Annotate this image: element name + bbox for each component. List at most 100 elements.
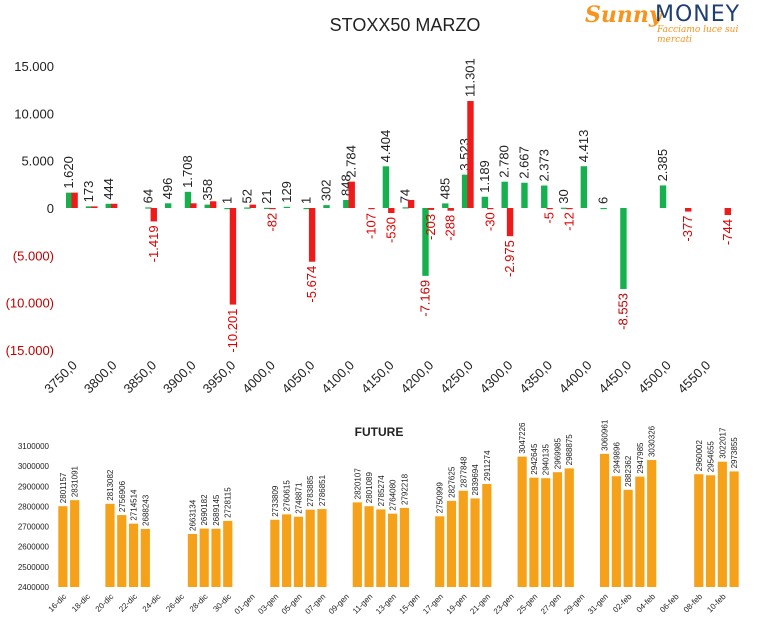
x-tick-label: 13-gen bbox=[374, 592, 398, 616]
x-tick-label: 20-dic bbox=[94, 592, 116, 614]
bar bbox=[105, 503, 115, 587]
data-label: 2.385 bbox=[655, 149, 670, 182]
bar bbox=[724, 208, 731, 216]
y-tick-label: 10.000 bbox=[14, 106, 54, 121]
data-label: -10.201 bbox=[225, 309, 240, 353]
bar bbox=[282, 514, 292, 587]
x-tick-label: 19-gen bbox=[445, 592, 469, 616]
data-label: 485 bbox=[437, 178, 452, 200]
bar bbox=[435, 516, 445, 587]
data-label: 2947985 bbox=[636, 442, 645, 474]
bar bbox=[705, 475, 716, 587]
bar bbox=[566, 208, 573, 210]
x-tick-label: 26-dic bbox=[164, 592, 186, 614]
bar bbox=[283, 206, 291, 208]
data-label: 2877848 bbox=[459, 456, 468, 488]
data-label: 2748871 bbox=[294, 482, 303, 514]
sunny-money-logo: Sunny MONEY Facciamo luce sui mercati bbox=[585, 2, 770, 45]
data-label: 2.667 bbox=[516, 146, 531, 179]
bar bbox=[458, 490, 468, 587]
data-label: 4.404 bbox=[378, 130, 393, 163]
bar bbox=[211, 528, 221, 587]
x-tick-label: 24-dic bbox=[141, 592, 163, 614]
future-chart: FUTURE 2400000 2500000 2600000 2700000 280000… bbox=[18, 419, 739, 616]
data-label: 2786851 bbox=[318, 474, 327, 506]
x-tick-label: 30-dic bbox=[211, 592, 233, 614]
bar bbox=[184, 191, 192, 208]
bar bbox=[368, 208, 375, 210]
bar bbox=[145, 207, 152, 209]
data-label: -8.553 bbox=[615, 293, 630, 330]
data-label: -5 bbox=[542, 212, 557, 224]
bar bbox=[150, 208, 157, 222]
x-tick-label: 02-feb bbox=[611, 592, 634, 615]
data-label: -7.169 bbox=[417, 280, 432, 317]
y-tick-label: 0 bbox=[47, 201, 54, 216]
bar bbox=[447, 208, 454, 211]
data-label: -530 bbox=[383, 217, 398, 243]
bar bbox=[376, 509, 386, 587]
bar bbox=[105, 203, 112, 208]
bar bbox=[599, 453, 610, 587]
data-label: 2954655 bbox=[707, 441, 716, 473]
data-label: 2949896 bbox=[612, 442, 621, 474]
bar bbox=[546, 208, 553, 210]
x-tick-label: 04-feb bbox=[635, 592, 658, 615]
data-label: 2.780 bbox=[497, 145, 512, 178]
x-tick-label: 3750,0 bbox=[41, 358, 80, 397]
data-label: 173 bbox=[81, 181, 96, 203]
bar bbox=[244, 207, 251, 209]
bar bbox=[427, 208, 435, 210]
bar bbox=[117, 515, 127, 587]
data-label: 2756906 bbox=[118, 480, 127, 512]
bar bbox=[270, 519, 280, 587]
bar bbox=[70, 500, 80, 587]
x-tick-label: 18-dic bbox=[70, 592, 92, 614]
bar bbox=[620, 208, 627, 289]
bar bbox=[187, 533, 198, 587]
data-label: 496 bbox=[160, 178, 175, 200]
y-tick-label: (5.000) bbox=[13, 248, 54, 263]
x-tick-label: 15-gen bbox=[398, 592, 422, 616]
y-tick-label: 2700000 bbox=[18, 523, 50, 532]
x-tick-label: 03-gen bbox=[256, 592, 280, 616]
bar bbox=[128, 523, 139, 587]
y-tick-label: (10.000) bbox=[6, 296, 54, 311]
x-tick-label: 4400,0 bbox=[556, 358, 595, 397]
data-label: 2792218 bbox=[400, 473, 409, 505]
y-tick-label: 3100000 bbox=[18, 442, 50, 451]
bar bbox=[388, 513, 398, 587]
bar bbox=[470, 498, 480, 587]
bar bbox=[717, 461, 727, 587]
x-tick-label: 4200,0 bbox=[398, 358, 437, 397]
bar bbox=[364, 506, 374, 587]
bar bbox=[541, 478, 551, 587]
x-tick-label: 21-gen bbox=[468, 592, 492, 616]
x-tick-label: 3850,0 bbox=[120, 358, 159, 397]
data-label: 2689145 bbox=[212, 494, 221, 526]
bar bbox=[249, 204, 256, 208]
x-tick-label: 4300,0 bbox=[477, 358, 516, 397]
bar bbox=[110, 203, 118, 208]
data-label: 2911274 bbox=[483, 450, 492, 481]
bar bbox=[623, 489, 633, 587]
bar bbox=[199, 528, 209, 587]
bar bbox=[552, 472, 563, 587]
data-label: 2827625 bbox=[447, 466, 456, 498]
chart-title: STOXX50 MARZO bbox=[330, 15, 481, 35]
bar bbox=[402, 207, 409, 209]
logo-tagline: Facciamo luce sui mercati bbox=[657, 25, 739, 45]
data-label: -107 bbox=[364, 213, 379, 239]
data-label: 1.620 bbox=[61, 156, 76, 189]
bar bbox=[442, 203, 449, 208]
data-label: 52 bbox=[239, 189, 254, 203]
bar bbox=[71, 192, 78, 208]
bar bbox=[564, 468, 574, 587]
bar bbox=[305, 509, 315, 587]
data-label: 2988875 bbox=[565, 434, 574, 466]
data-label: 11.301 bbox=[462, 58, 477, 97]
x-tick-label: 10-feb bbox=[705, 592, 728, 615]
x-tick-label: 16-dic bbox=[47, 592, 69, 614]
x-tick-label: 29-gen bbox=[562, 592, 586, 616]
bar bbox=[685, 208, 692, 212]
